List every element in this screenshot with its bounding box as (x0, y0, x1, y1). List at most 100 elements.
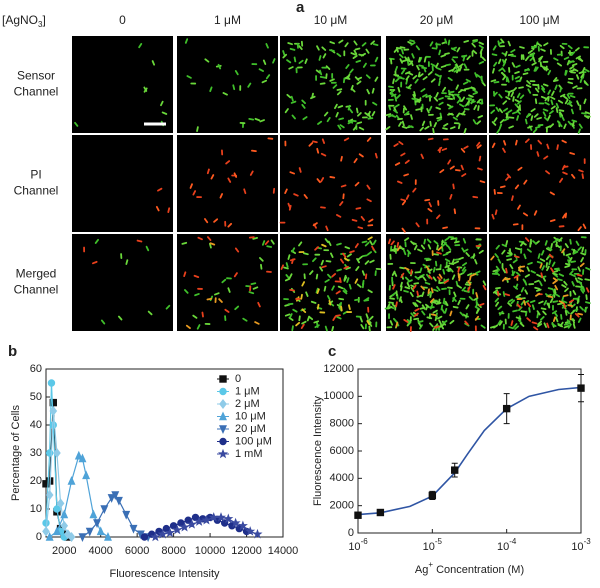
cell (289, 313, 293, 319)
cell (410, 269, 413, 275)
cell (407, 251, 410, 258)
cell (342, 252, 347, 258)
cell (398, 141, 404, 146)
cell (458, 63, 464, 68)
marker (42, 519, 50, 527)
cell (539, 258, 546, 262)
cell (342, 77, 346, 84)
cell (167, 207, 171, 214)
cell (550, 99, 554, 106)
marker (111, 491, 120, 501)
cell (452, 297, 457, 302)
cell (392, 284, 396, 290)
cell (454, 169, 461, 172)
cell (343, 265, 349, 270)
cell (434, 325, 440, 329)
column-header: 100 μM (519, 13, 559, 27)
cell (460, 148, 466, 153)
cell (454, 63, 458, 70)
cell (527, 125, 533, 129)
cell (532, 52, 535, 59)
cell (536, 42, 543, 47)
cell (415, 108, 422, 111)
cell (249, 170, 254, 176)
cell (367, 236, 373, 241)
cell (186, 75, 192, 79)
cell (393, 143, 399, 147)
text: [AgNO (2, 13, 38, 27)
cell (503, 140, 507, 146)
cell (548, 253, 554, 259)
cell (450, 237, 457, 241)
cell (422, 76, 428, 81)
cell (530, 270, 536, 274)
cell (495, 265, 500, 271)
cell (399, 76, 405, 80)
cell (567, 323, 572, 329)
cell (266, 245, 273, 248)
cell (287, 254, 291, 260)
legend-marker (217, 448, 229, 459)
cell (293, 56, 297, 63)
cell (316, 303, 320, 310)
marker (177, 519, 185, 527)
cell (354, 298, 360, 302)
cell (400, 285, 403, 292)
cell (363, 299, 370, 302)
marker (577, 384, 585, 392)
cell (498, 67, 504, 72)
cell (437, 315, 443, 320)
cell (242, 317, 248, 322)
micrograph-background (489, 135, 590, 232)
cell (538, 55, 544, 60)
cell (442, 226, 448, 230)
cell (395, 301, 398, 308)
cell (189, 183, 193, 189)
micrograph (72, 36, 173, 133)
cell (418, 64, 424, 68)
cell (100, 319, 106, 325)
marker (47, 379, 56, 387)
cell (544, 101, 550, 106)
cell (417, 56, 421, 63)
cell (475, 302, 479, 308)
marker (45, 490, 54, 500)
cell (337, 124, 342, 130)
cell (347, 120, 353, 125)
cell (474, 258, 478, 265)
cell (374, 152, 378, 159)
cell (526, 248, 532, 253)
cell (361, 240, 368, 244)
cell (312, 140, 318, 144)
cell (330, 252, 334, 258)
cell (480, 324, 486, 329)
cell (336, 268, 342, 272)
cell (183, 271, 187, 278)
marker (42, 526, 50, 537)
cell (324, 278, 330, 283)
cell (428, 105, 433, 112)
cell (332, 84, 338, 89)
cell (554, 84, 558, 91)
marker (179, 521, 190, 532)
cell (160, 100, 164, 107)
column-header: 1 μM (214, 13, 241, 27)
cell (441, 308, 446, 314)
cell (572, 323, 576, 329)
cell (194, 293, 200, 297)
cell (571, 63, 578, 67)
legend-label: 20 μM (235, 423, 266, 435)
cell (461, 110, 466, 116)
micrograph-background (280, 234, 381, 331)
cell (125, 259, 129, 265)
cell (502, 107, 509, 112)
cell (576, 100, 580, 106)
y-tick-label: 0 (36, 531, 42, 543)
cell (510, 49, 516, 53)
cell (552, 279, 558, 285)
cell (421, 310, 426, 316)
cell (547, 114, 551, 121)
cell (504, 277, 511, 281)
cell (252, 286, 259, 290)
cell (291, 247, 296, 253)
